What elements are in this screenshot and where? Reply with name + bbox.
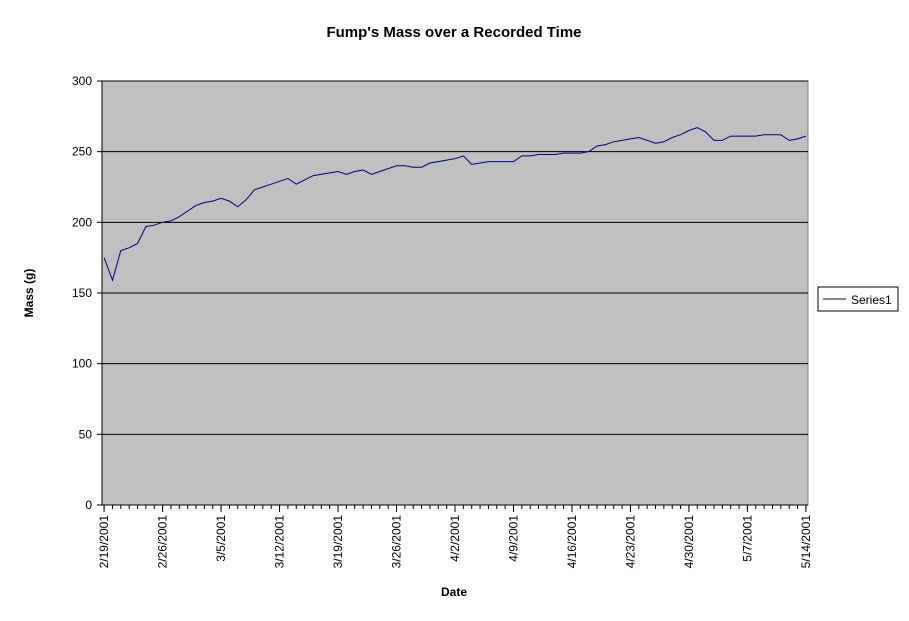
y-tick-label: 200	[72, 215, 92, 229]
series-layer	[103, 127, 807, 282]
x-tick-label: 4/2/2001	[448, 515, 462, 562]
chart-title: Fump's Mass over a Recorded Time	[326, 24, 581, 41]
gridlines	[102, 80, 808, 435]
x-tick-label: 4/16/2001	[565, 515, 579, 569]
y-axis-ticks: 0 50 100 150 200 250 300	[72, 74, 102, 512]
x-tick-label: 3/5/2001	[214, 515, 228, 562]
y-tick-label: 100	[72, 357, 92, 371]
y-tick-label: 300	[72, 74, 92, 88]
x-tick-label: 2/19/2001	[97, 515, 111, 569]
y-tick-label: 50	[79, 427, 93, 441]
x-tick-label: 4/23/2001	[623, 515, 637, 569]
x-tick-label: 5/7/2001	[740, 515, 754, 562]
y-tick-label: 250	[72, 145, 92, 159]
y-tick-label: 0	[85, 498, 92, 512]
x-tick-label: 4/30/2001	[682, 515, 696, 569]
series-line-1	[103, 127, 807, 282]
x-tick-label: 2/26/2001	[156, 515, 170, 569]
x-axis-title: Date	[441, 585, 467, 599]
x-tick-label: 3/26/2001	[390, 515, 404, 569]
y-tick-label: 150	[72, 286, 92, 300]
x-tick-label: 5/14/2001	[799, 515, 813, 569]
x-axis-ticks: 2/19/2001 2/26/2001 3/5/2001 3/12/2001 3/19/…	[97, 505, 813, 568]
legend-label-series1: Series1	[851, 293, 892, 307]
x-tick-label: 3/12/2001	[273, 515, 287, 569]
legend: Series1	[817, 286, 899, 312]
y-axis-title: Mass (g)	[22, 269, 36, 318]
x-tick-label: 4/9/2001	[506, 515, 520, 562]
x-tick-label: 3/19/2001	[331, 515, 345, 569]
